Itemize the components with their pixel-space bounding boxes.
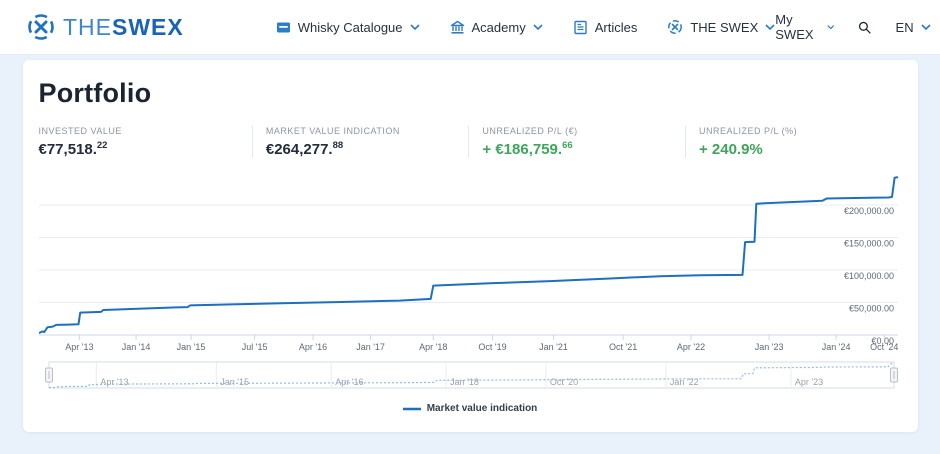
y-axis-label: €0.00	[871, 336, 894, 346]
chevron-down-icon	[409, 24, 420, 30]
x-axis-label: Jan '15	[176, 342, 205, 352]
x-axis-label: Jan '24	[821, 342, 850, 352]
x-axis-label: Jan '14	[121, 342, 150, 352]
y-axis-label: €100,000.00	[843, 271, 893, 281]
stat-label: UNREALIZED P/L (%)	[698, 126, 798, 136]
x-axis-label: Jan '23	[754, 342, 783, 352]
swex-logo-icon	[28, 14, 54, 40]
my-swex-label: My SWEX	[775, 12, 814, 42]
chevron-down-icon	[827, 25, 835, 30]
articles-icon	[574, 20, 587, 34]
nav-the-swex[interactable]: THE SWEX	[667, 19, 775, 35]
nav-academy[interactable]: Academy	[450, 20, 543, 35]
x-axis-label: Jan '17	[356, 342, 385, 352]
nav-whisky-catalogue[interactable]: Whisky Catalogue	[276, 20, 420, 35]
x-axis-label: Apr '13	[65, 342, 93, 352]
chevron-down-icon	[765, 24, 775, 30]
x-axis-label: Jul '15	[241, 342, 267, 352]
chart-legend[interactable]: Market value indication	[39, 403, 902, 414]
x-axis-label: Apr '22	[676, 342, 704, 352]
stat-market-value: MARKET VALUE INDICATION €264,277.88	[251, 126, 469, 158]
market-value-series-line	[38, 176, 898, 334]
stat-value: + 240.9%	[698, 141, 763, 158]
navigator-label: Jan '15	[220, 377, 249, 387]
stat-label: UNREALIZED P/L (€)	[482, 126, 578, 136]
nav-label: THE SWEX	[690, 19, 759, 35]
stat-label: MARKET VALUE INDICATION	[265, 126, 400, 136]
navigator-label: Jan '18	[450, 377, 479, 387]
top-navigation-bar: THESWEX Whisky Catalogue Academy	[0, 0, 940, 55]
navigator-label: Apr '13	[100, 377, 128, 387]
header-right: My SWEX EN	[775, 12, 931, 42]
chevron-down-icon	[533, 24, 543, 30]
legend-line-marker	[402, 407, 421, 410]
swex-roundel-icon	[668, 20, 683, 34]
language-label: EN	[895, 19, 914, 35]
main-nav: Whisky Catalogue Academy Articles	[276, 19, 776, 35]
legend-label: Market value indication	[426, 403, 538, 414]
stat-label: INVESTED VALUE	[38, 126, 122, 136]
x-axis-label: Jan '21	[539, 342, 568, 352]
academy-icon	[450, 20, 464, 34]
y-axis-label: €150,000.00	[843, 239, 893, 249]
stat-unrealized-pl-eur: UNREALIZED P/L (€) + €186,759.66	[468, 126, 685, 158]
chart-navigator[interactable]: Apr '13 Jan '15 Apr '16 Jan '18 Oct '20 Jan '…	[39, 359, 902, 398]
logo-wordmark: THESWEX	[63, 13, 184, 40]
stat-unrealized-pl-pct: UNREALIZED P/L (%) + 240.9%	[684, 126, 902, 158]
x-axis-label: Oct '21	[609, 342, 637, 352]
nav-label: Articles	[594, 19, 638, 35]
y-axis-label: €200,000.00	[843, 206, 893, 216]
navigator-plot-area[interactable]: Apr '13 Jan '15 Apr '16 Jan '18 Oct '20 Jan '…	[39, 359, 902, 393]
x-axis-label: Oct '24	[870, 342, 898, 352]
stat-invested-value: INVESTED VALUE €77,518.22	[39, 126, 252, 158]
navigator-label: Jan '22	[669, 377, 698, 387]
navigator-label: Apr '16	[335, 377, 363, 387]
portfolio-card: Portfolio INVESTED VALUE €77,518.22 MARK…	[22, 60, 918, 432]
site-logo[interactable]: THESWEX	[26, 12, 184, 42]
market-value-chart[interactable]: €0.00 €50,000.00 €100,000.00 €150,000.00 €20…	[38, 164, 902, 359]
my-swex-menu[interactable]: My SWEX	[775, 12, 835, 42]
y-axis-label: €50,000.00	[848, 304, 893, 314]
chevron-down-icon	[921, 24, 931, 30]
portfolio-stats-row: INVESTED VALUE €77,518.22 MARKET VALUE I…	[39, 126, 902, 158]
nav-articles[interactable]: Articles	[573, 19, 638, 35]
x-axis-label: Apr '18	[419, 342, 447, 352]
x-axis-label: Oct '19	[478, 342, 506, 352]
x-axis-label: Apr '16	[298, 342, 326, 352]
search-icon[interactable]	[858, 19, 872, 36]
whisky-catalogue-icon	[276, 22, 290, 32]
stat-value: €77,518.22	[38, 140, 108, 158]
stat-value: + €186,759.66	[482, 140, 573, 158]
stat-value: €264,277.88	[265, 140, 344, 158]
page-title: Portfolio	[38, 78, 152, 108]
nav-label: Academy	[471, 19, 526, 35]
navigator-label: Apr '23	[794, 377, 822, 387]
chart-plot-area[interactable]: €0.00 €50,000.00 €100,000.00 €150,000.00 €20…	[38, 164, 902, 354]
nav-label: Whisky Catalogue	[297, 19, 403, 35]
language-selector[interactable]: EN	[896, 20, 931, 35]
navigator-label: Oct '20	[549, 377, 577, 387]
